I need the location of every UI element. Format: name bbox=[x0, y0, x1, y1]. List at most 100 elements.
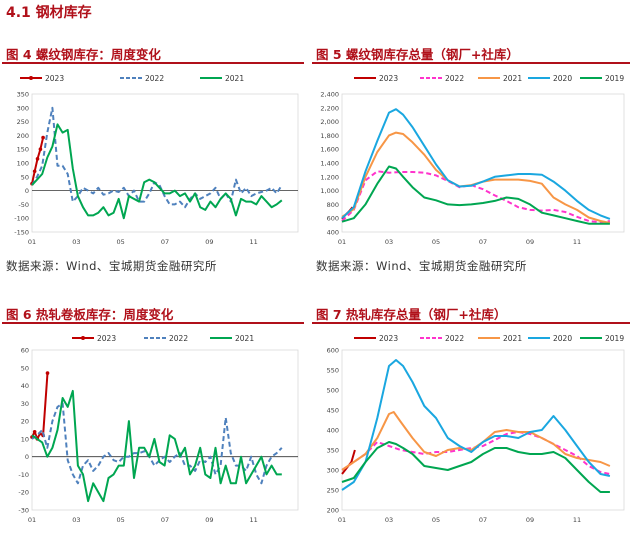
x-tick-label: 01 bbox=[338, 516, 346, 524]
series-point-2023 bbox=[41, 135, 45, 140]
y-tick-label: 400 bbox=[327, 229, 339, 237]
legend-label-2022: 2022 bbox=[169, 334, 188, 343]
series-line-2021 bbox=[31, 123, 283, 220]
series-point-2023 bbox=[32, 169, 37, 174]
y-tick-label: 600 bbox=[327, 215, 339, 223]
y-tick-label: 20 bbox=[21, 418, 29, 426]
series-point-2023 bbox=[38, 147, 43, 151]
y-tick-label: 40 bbox=[21, 382, 29, 390]
fig5-rule bbox=[312, 62, 630, 64]
fig6-rule bbox=[2, 322, 304, 324]
series-line-2020 bbox=[341, 359, 611, 491]
x-tick-label: 05 bbox=[432, 516, 440, 524]
y-tick-label: 60 bbox=[21, 347, 29, 355]
x-tick-label: 03 bbox=[385, 516, 393, 524]
legend-label-2022: 2022 bbox=[445, 74, 464, 83]
x-tick-label: 05 bbox=[432, 238, 440, 246]
legend-label-2019: 2019 bbox=[605, 334, 624, 343]
fig4-source: 数据来源：Wind、宝城期货金融研究所 bbox=[6, 259, 217, 273]
y-tick-label: 600 bbox=[327, 347, 339, 355]
y-tick-label: 800 bbox=[327, 201, 339, 209]
legend-label-2023: 2023 bbox=[97, 334, 116, 343]
y-tick-label: 450 bbox=[327, 407, 339, 415]
y-tick-label: 350 bbox=[327, 447, 339, 455]
x-tick-label: 03 bbox=[72, 516, 80, 524]
fig7-title: 图 7 热轧库存总量（钢厂+社库） bbox=[316, 307, 507, 322]
series-line-2020 bbox=[341, 108, 611, 220]
x-tick-label: 01 bbox=[28, 516, 36, 524]
y-tick-label: 1,400 bbox=[320, 160, 339, 168]
y-tick-label: 50 bbox=[21, 364, 29, 372]
fig6-chart: -30 -20 -10 0 10 20 30 40 50 60 01 03 05 07 09 11 2023 20… bbox=[18, 334, 299, 524]
legend-label-2020: 2020 bbox=[553, 334, 572, 343]
series-line-2019 bbox=[341, 441, 610, 493]
legend-marker-2023 bbox=[81, 336, 85, 340]
y-tick-label: 250 bbox=[17, 118, 29, 126]
y-tick-label: 100 bbox=[17, 160, 29, 168]
series-line-2023 bbox=[31, 373, 49, 440]
series-point-2023 bbox=[32, 429, 37, 434]
y-tick-label: -30 bbox=[18, 507, 29, 515]
fig5-title: 图 5 螺纹钢库存总量（钢厂+社库） bbox=[316, 47, 519, 62]
series-point-2023 bbox=[35, 157, 40, 161]
y-tick-label: 150 bbox=[17, 146, 29, 154]
legend-label-2022: 2022 bbox=[445, 334, 464, 343]
y-tick-label: 1,800 bbox=[320, 132, 339, 140]
y-tick-label: 50 bbox=[21, 173, 29, 181]
y-tick-label: 0 bbox=[25, 187, 29, 195]
section-title: 4.1 钢材库存 bbox=[6, 5, 92, 21]
series-point-2023 bbox=[45, 371, 50, 375]
series-line-2022 bbox=[341, 170, 611, 224]
series-line-2021 bbox=[31, 389, 282, 503]
fig7-chart: 200 250 300 350 400 450 500 550 600 01 03 05 07 09 11 2… bbox=[327, 334, 625, 524]
plot-frame bbox=[31, 349, 299, 511]
series-line-2019 bbox=[341, 165, 610, 225]
plot-frame bbox=[341, 93, 625, 233]
y-tick-label: 30 bbox=[21, 400, 29, 408]
y-tick-label: 2,200 bbox=[320, 104, 339, 112]
legend-label-2023: 2023 bbox=[45, 74, 64, 83]
x-tick-label: 09 bbox=[526, 516, 534, 524]
y-tick-label: 1,000 bbox=[320, 187, 339, 195]
y-tick-label: 2,000 bbox=[320, 118, 339, 126]
y-tick-label: 300 bbox=[327, 467, 339, 475]
series-line-2021 bbox=[341, 411, 611, 471]
y-tick-label: 1,200 bbox=[320, 173, 339, 181]
x-tick-label: 01 bbox=[28, 238, 36, 246]
y-tick-label: 500 bbox=[327, 387, 339, 395]
legend-marker-2023 bbox=[29, 76, 33, 80]
y-tick-label: 200 bbox=[17, 132, 29, 140]
x-tick-label: 05 bbox=[117, 516, 125, 524]
legend-label-2023: 2023 bbox=[379, 74, 398, 83]
legend-label-2020: 2020 bbox=[553, 74, 572, 83]
y-tick-label: 10 bbox=[21, 435, 29, 443]
y-tick-label: 200 bbox=[327, 507, 339, 515]
x-tick-label: 11 bbox=[573, 516, 581, 524]
legend-label-2021: 2021 bbox=[225, 74, 244, 83]
y-tick-label: 400 bbox=[327, 427, 339, 435]
fig4-title: 图 4 螺纹钢库存：周度变化 bbox=[6, 47, 161, 62]
y-tick-label: 2,400 bbox=[320, 91, 339, 99]
legend-label-2019: 2019 bbox=[605, 74, 624, 83]
legend-label-2021: 2021 bbox=[503, 334, 522, 343]
x-tick-label: 07 bbox=[479, 516, 487, 524]
legend-label-2023: 2023 bbox=[379, 334, 398, 343]
y-tick-label: -50 bbox=[18, 201, 29, 209]
x-tick-label: 09 bbox=[205, 238, 213, 246]
plot-frame bbox=[341, 349, 625, 511]
y-tick-label: 350 bbox=[17, 91, 29, 99]
y-tick-label: -100 bbox=[14, 215, 29, 223]
x-tick-label: 11 bbox=[250, 516, 258, 524]
y-tick-label: 300 bbox=[17, 104, 29, 112]
x-tick-label: 03 bbox=[72, 238, 80, 246]
legend-label-2022: 2022 bbox=[145, 74, 164, 83]
y-tick-label: -20 bbox=[18, 489, 29, 497]
x-tick-label: 09 bbox=[205, 516, 213, 524]
fig4-chart: -150 -100 -50 0 50 100 150 200 250 300 350 01 03 05 07… bbox=[14, 74, 299, 246]
fig5-chart: 400 600 800 1,000 1,200 1,400 1,600 1,800 2,000 2… bbox=[320, 74, 625, 246]
x-tick-label: 03 bbox=[385, 238, 393, 246]
y-tick-label: 250 bbox=[327, 487, 339, 495]
series-line-2022 bbox=[31, 106, 283, 209]
x-tick-label: 05 bbox=[117, 238, 125, 246]
y-tick-label: -10 bbox=[18, 471, 29, 479]
